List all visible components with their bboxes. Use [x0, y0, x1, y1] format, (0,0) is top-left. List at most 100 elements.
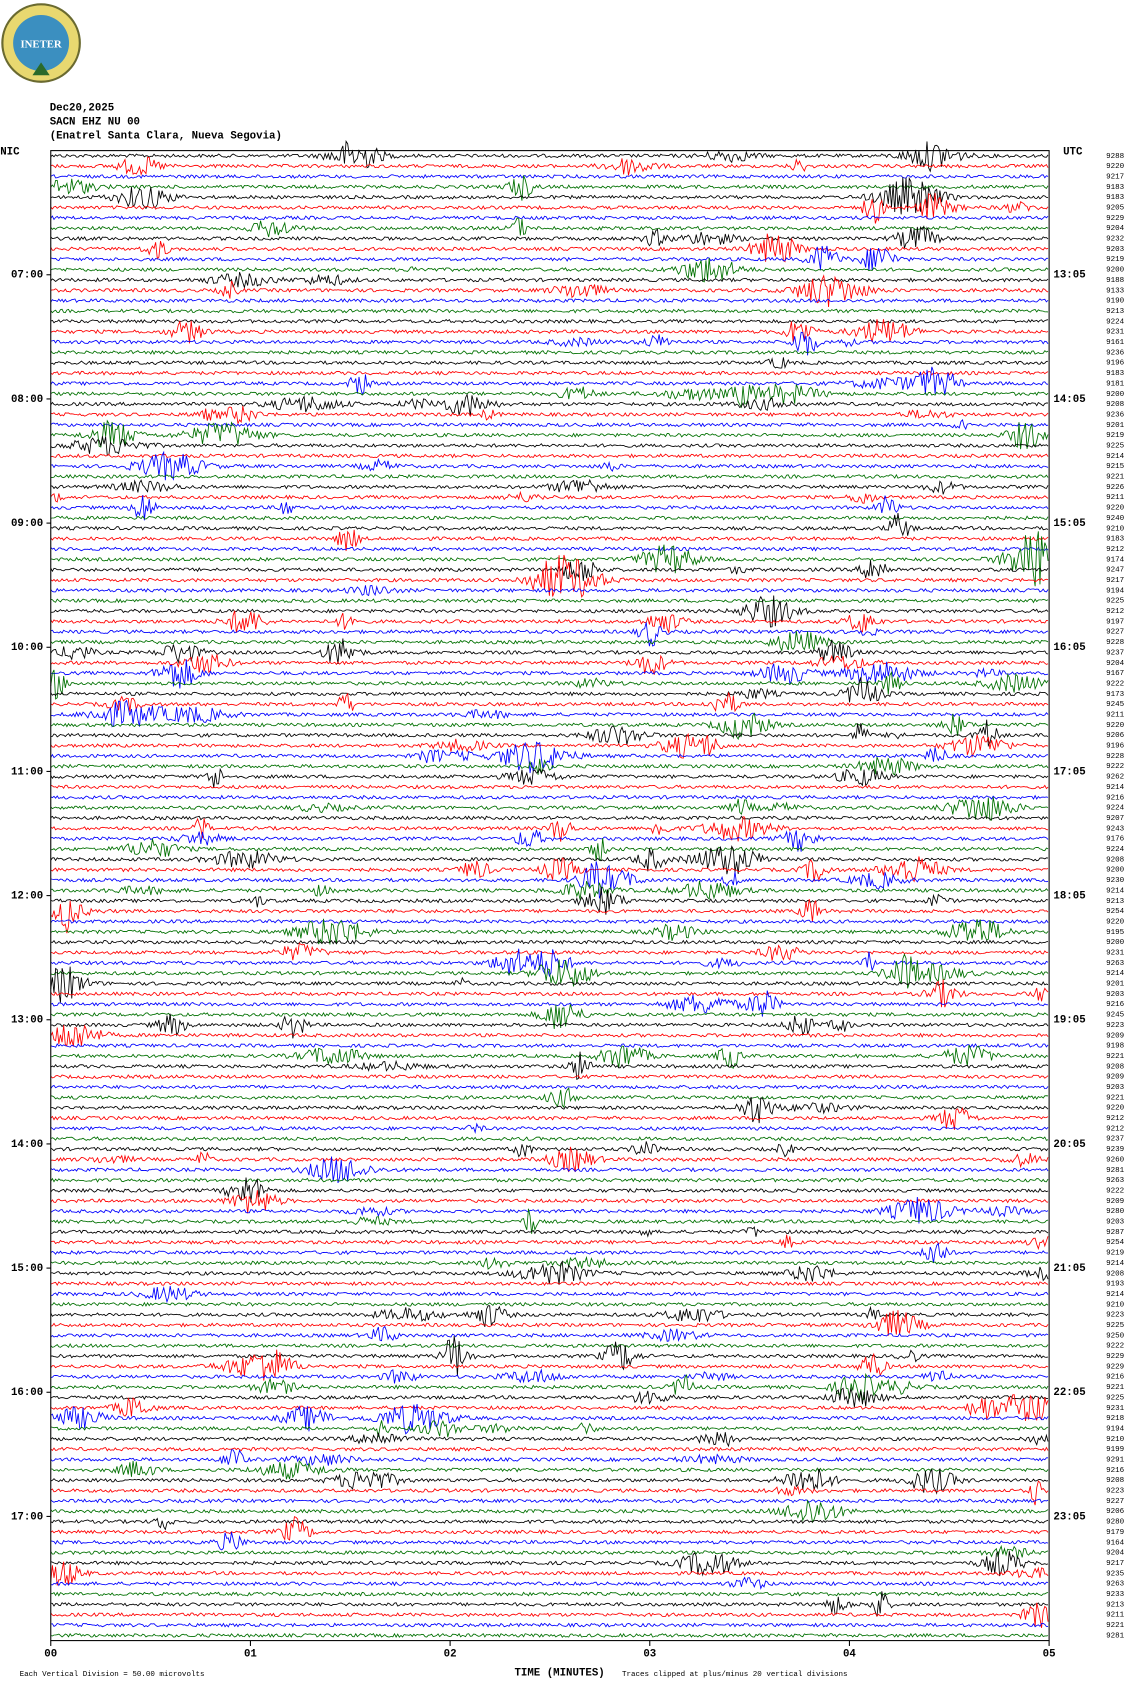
left-time: 17:00 — [11, 1511, 43, 1523]
station: SACN EHZ NU 00 — [50, 116, 140, 128]
trace — [50, 298, 1049, 304]
trace-label: 9229 — [1106, 215, 1124, 223]
trace-label: 9208 — [1106, 1477, 1125, 1485]
x-tick-label: 03 — [643, 1648, 656, 1660]
trace — [50, 1517, 1049, 1531]
trace-label: 9183 — [1106, 194, 1125, 202]
left-time: 09:00 — [11, 518, 43, 530]
trace — [50, 796, 1049, 821]
left-time: 11:00 — [11, 766, 43, 778]
trace-label: 9219 — [1106, 432, 1124, 440]
trace — [50, 816, 1049, 842]
trace — [50, 1234, 1049, 1251]
trace-label: 9211 — [1106, 712, 1125, 720]
trace-label: 9221 — [1106, 1094, 1125, 1102]
trace — [50, 756, 1049, 776]
trace — [50, 880, 1049, 901]
trace — [50, 1285, 1049, 1304]
trace — [50, 453, 1049, 459]
trace — [50, 741, 1049, 774]
trace-label: 9183 — [1106, 536, 1125, 544]
trace-label: 9200 — [1106, 867, 1125, 875]
trace-label: 9287 — [1106, 1229, 1124, 1237]
trace-label: 9243 — [1106, 825, 1125, 833]
trace — [50, 692, 1049, 713]
trace — [50, 1419, 1049, 1438]
trace — [50, 784, 1049, 790]
trace-label: 9206 — [1106, 1508, 1125, 1516]
trace — [50, 272, 1049, 290]
trace — [50, 349, 1049, 355]
trace-label: 9288 — [1106, 153, 1125, 161]
trace-label: 9217 — [1106, 577, 1124, 585]
trace — [50, 1177, 1049, 1183]
trace — [50, 1591, 1049, 1617]
trace — [50, 659, 1049, 689]
trace-label: 9214 — [1106, 970, 1125, 978]
trace-label: 9207 — [1106, 815, 1124, 823]
trace — [50, 1043, 1049, 1049]
trace — [50, 829, 1049, 852]
trace — [50, 512, 1049, 537]
trace — [50, 1432, 1049, 1448]
trace-label: 9203 — [1106, 1219, 1125, 1227]
left-zone: NIC — [0, 147, 20, 159]
trace — [50, 308, 1049, 314]
trace-label: 9209 — [1106, 1198, 1124, 1206]
trace-label: 9240 — [1106, 515, 1125, 523]
left-time: 13:00 — [11, 1015, 43, 1027]
trace-label: 9205 — [1106, 205, 1125, 213]
trace — [50, 1622, 1049, 1628]
trace-label: 9174 — [1106, 556, 1125, 564]
trace-label: 9214 — [1106, 784, 1125, 792]
x-tick-label: 01 — [244, 1648, 257, 1660]
trace — [50, 1532, 1049, 1551]
trace-label: 9203 — [1106, 246, 1125, 254]
trace-label: 9213 — [1106, 1601, 1125, 1609]
trace-label: 9262 — [1106, 774, 1124, 782]
trace — [50, 450, 1049, 481]
trace — [50, 225, 1049, 249]
trace-label: 9188 — [1106, 277, 1125, 285]
trace-label: 9215 — [1106, 463, 1125, 471]
trace — [50, 1122, 1049, 1134]
trace-label: 9239 — [1106, 1146, 1124, 1154]
trace-label: 9183 — [1106, 370, 1125, 378]
trace — [50, 258, 1049, 283]
trace — [50, 719, 1049, 748]
trace — [50, 861, 1049, 899]
trace — [50, 1349, 1049, 1381]
trace-label: 9225 — [1106, 1394, 1125, 1402]
trace — [50, 1403, 1049, 1435]
right-zone: UTC — [1063, 147, 1083, 159]
trace-label: 9208 — [1106, 856, 1125, 864]
right-time: 23:05 — [1053, 1511, 1085, 1523]
trace — [50, 1141, 1049, 1158]
trace-label: 9196 — [1106, 360, 1125, 368]
trace — [50, 948, 1049, 978]
right-time: 19:05 — [1053, 1015, 1085, 1027]
trace-label: 9212 — [1106, 1125, 1124, 1133]
trace — [50, 1146, 1049, 1173]
trace-label: 9223 — [1106, 1312, 1125, 1320]
trace — [50, 1136, 1049, 1142]
trace-label: 9183 — [1106, 184, 1125, 192]
trace-label: 9209 — [1106, 1074, 1124, 1082]
trace — [50, 598, 1049, 604]
trace — [50, 366, 1049, 395]
x-tick-label: 02 — [444, 1648, 457, 1660]
trace-label: 9227 — [1106, 1498, 1124, 1506]
trace-label: 9222 — [1106, 680, 1124, 688]
trace — [50, 319, 1049, 344]
trace-label: 9214 — [1106, 453, 1125, 461]
trace — [50, 815, 1049, 821]
trace-label: 9219 — [1106, 256, 1124, 264]
trace — [50, 1561, 1049, 1586]
trace-label: 9200 — [1106, 267, 1125, 275]
trace-label: 9214 — [1106, 1291, 1125, 1299]
trace-label: 9208 — [1106, 1270, 1125, 1278]
trace — [50, 1074, 1049, 1080]
trace — [50, 357, 1049, 369]
trace-label: 9210 — [1106, 525, 1125, 533]
trace — [50, 595, 1049, 628]
